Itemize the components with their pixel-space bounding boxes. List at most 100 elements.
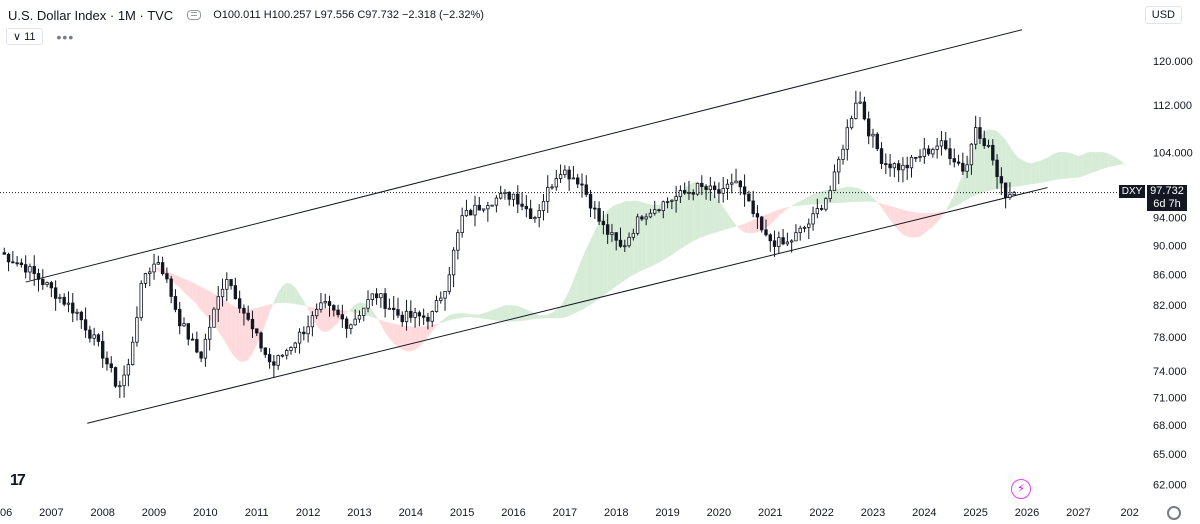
symbol-title[interactable]: U.S. Dollar Index · 1M · TVC	[8, 7, 174, 23]
cloud-segment	[847, 186, 852, 203]
currency-button[interactable]: USD	[1144, 6, 1182, 24]
candle-body	[777, 237, 781, 247]
candle-body	[83, 319, 88, 331]
candle-body	[546, 187, 550, 202]
candle-body	[571, 177, 576, 180]
candle-body	[392, 307, 396, 310]
cloud-segment	[843, 186, 848, 203]
candle-body	[439, 297, 443, 301]
cloud-segment	[269, 301, 274, 313]
cloud-segment	[453, 313, 458, 320]
price-axis[interactable]: 120.000112.000104.00098.00094.00090.0008…	[1153, 56, 1193, 491]
candle-body	[623, 245, 627, 248]
candle-body	[588, 194, 593, 209]
bar-countdown: 6d 7h	[1153, 198, 1181, 210]
cloud-segment	[376, 316, 381, 325]
cloud-segment	[402, 325, 407, 352]
cloud-segment	[872, 197, 878, 203]
cloud-segment	[273, 292, 279, 304]
time-axis[interactable]: 2006 2007 2008 2009 2010 2011 2012 2013 2014 2015…	[0, 507, 1139, 519]
candle-body	[109, 363, 113, 368]
candle-body	[135, 317, 139, 343]
cloud-segment	[868, 194, 873, 202]
cloud-segment	[1018, 157, 1023, 187]
candle-body	[738, 180, 742, 188]
candle-body	[490, 204, 494, 207]
settings-icon[interactable]	[1167, 506, 1181, 520]
channel-upper-line[interactable]	[25, 29, 1023, 283]
candle-body	[451, 249, 456, 276]
candle-body	[871, 133, 875, 137]
indicator-toggle[interactable]: ∨ 11	[6, 28, 43, 45]
cloud-segment	[406, 326, 411, 352]
candle-body	[661, 201, 665, 212]
cloud-segment	[372, 310, 377, 319]
candle-body	[982, 138, 986, 147]
cloud-segment	[500, 305, 505, 322]
cloud-segment	[594, 222, 600, 302]
cloud-segment	[141, 262, 146, 264]
cloud-segment	[864, 191, 869, 202]
cloud-segment	[629, 200, 634, 278]
candle-body	[524, 205, 529, 210]
candle-body	[901, 164, 905, 171]
cloud-segment	[667, 198, 672, 258]
x-tick-label: 2017	[553, 507, 577, 519]
candle-body	[173, 296, 178, 310]
candle-body	[849, 117, 854, 129]
candle-body	[344, 318, 349, 329]
candle-body	[931, 149, 935, 155]
candle-body	[815, 208, 820, 215]
candle-body	[802, 226, 807, 229]
tradingview-logo-icon[interactable]: 17	[10, 472, 26, 489]
eye-icon[interactable]	[187, 10, 202, 20]
more-icon[interactable]: •••	[56, 28, 75, 45]
cloud-segment	[881, 203, 886, 215]
candle-body	[143, 273, 148, 284]
cloud-segment	[688, 182, 694, 244]
cloud-segment	[522, 307, 527, 321]
candle-body	[434, 300, 439, 312]
candle-body	[789, 240, 794, 243]
cloud-segment	[427, 325, 433, 337]
cloud-segment	[607, 206, 612, 293]
candle-body	[323, 301, 327, 304]
candle-body	[841, 148, 845, 160]
cloud-segment	[800, 199, 805, 206]
cloud-segment	[179, 276, 185, 293]
cloud-segment	[885, 204, 891, 220]
cloud-segment	[175, 275, 180, 288]
x-tick-label: 2016	[501, 507, 525, 519]
y-tick-label: 68.000	[1153, 420, 1187, 432]
candle-body	[130, 341, 135, 365]
candle-body	[858, 101, 862, 104]
candle-body	[36, 273, 41, 280]
candle-body	[400, 314, 404, 323]
channel-lower-line[interactable]	[87, 187, 1048, 424]
candle-body	[276, 355, 280, 366]
candle-body	[2, 252, 6, 255]
candle-body	[447, 274, 452, 292]
candle-body	[678, 190, 683, 197]
cloud-segment	[684, 184, 689, 247]
candle-body	[742, 186, 747, 195]
x-tick-label: 2013	[347, 507, 371, 519]
candle-body	[430, 311, 434, 322]
candle-body	[935, 145, 939, 150]
cloud-segment	[350, 304, 356, 313]
candle-body	[53, 287, 58, 299]
candle-body	[23, 264, 28, 273]
cloud-segment	[290, 283, 296, 304]
candle-body	[327, 301, 332, 306]
x-tick-label: 2021	[758, 507, 782, 519]
cloud-segment	[303, 300, 309, 310]
cloud-segment	[890, 205, 895, 226]
candle-body	[905, 164, 909, 169]
candle-body	[220, 288, 225, 298]
cloud-segment	[932, 212, 938, 227]
candle-body	[516, 193, 520, 205]
candle-body	[1003, 182, 1008, 198]
y-tick-label: 94.000	[1153, 213, 1187, 225]
bolt-icon[interactable]: ⚡	[1011, 479, 1031, 499]
